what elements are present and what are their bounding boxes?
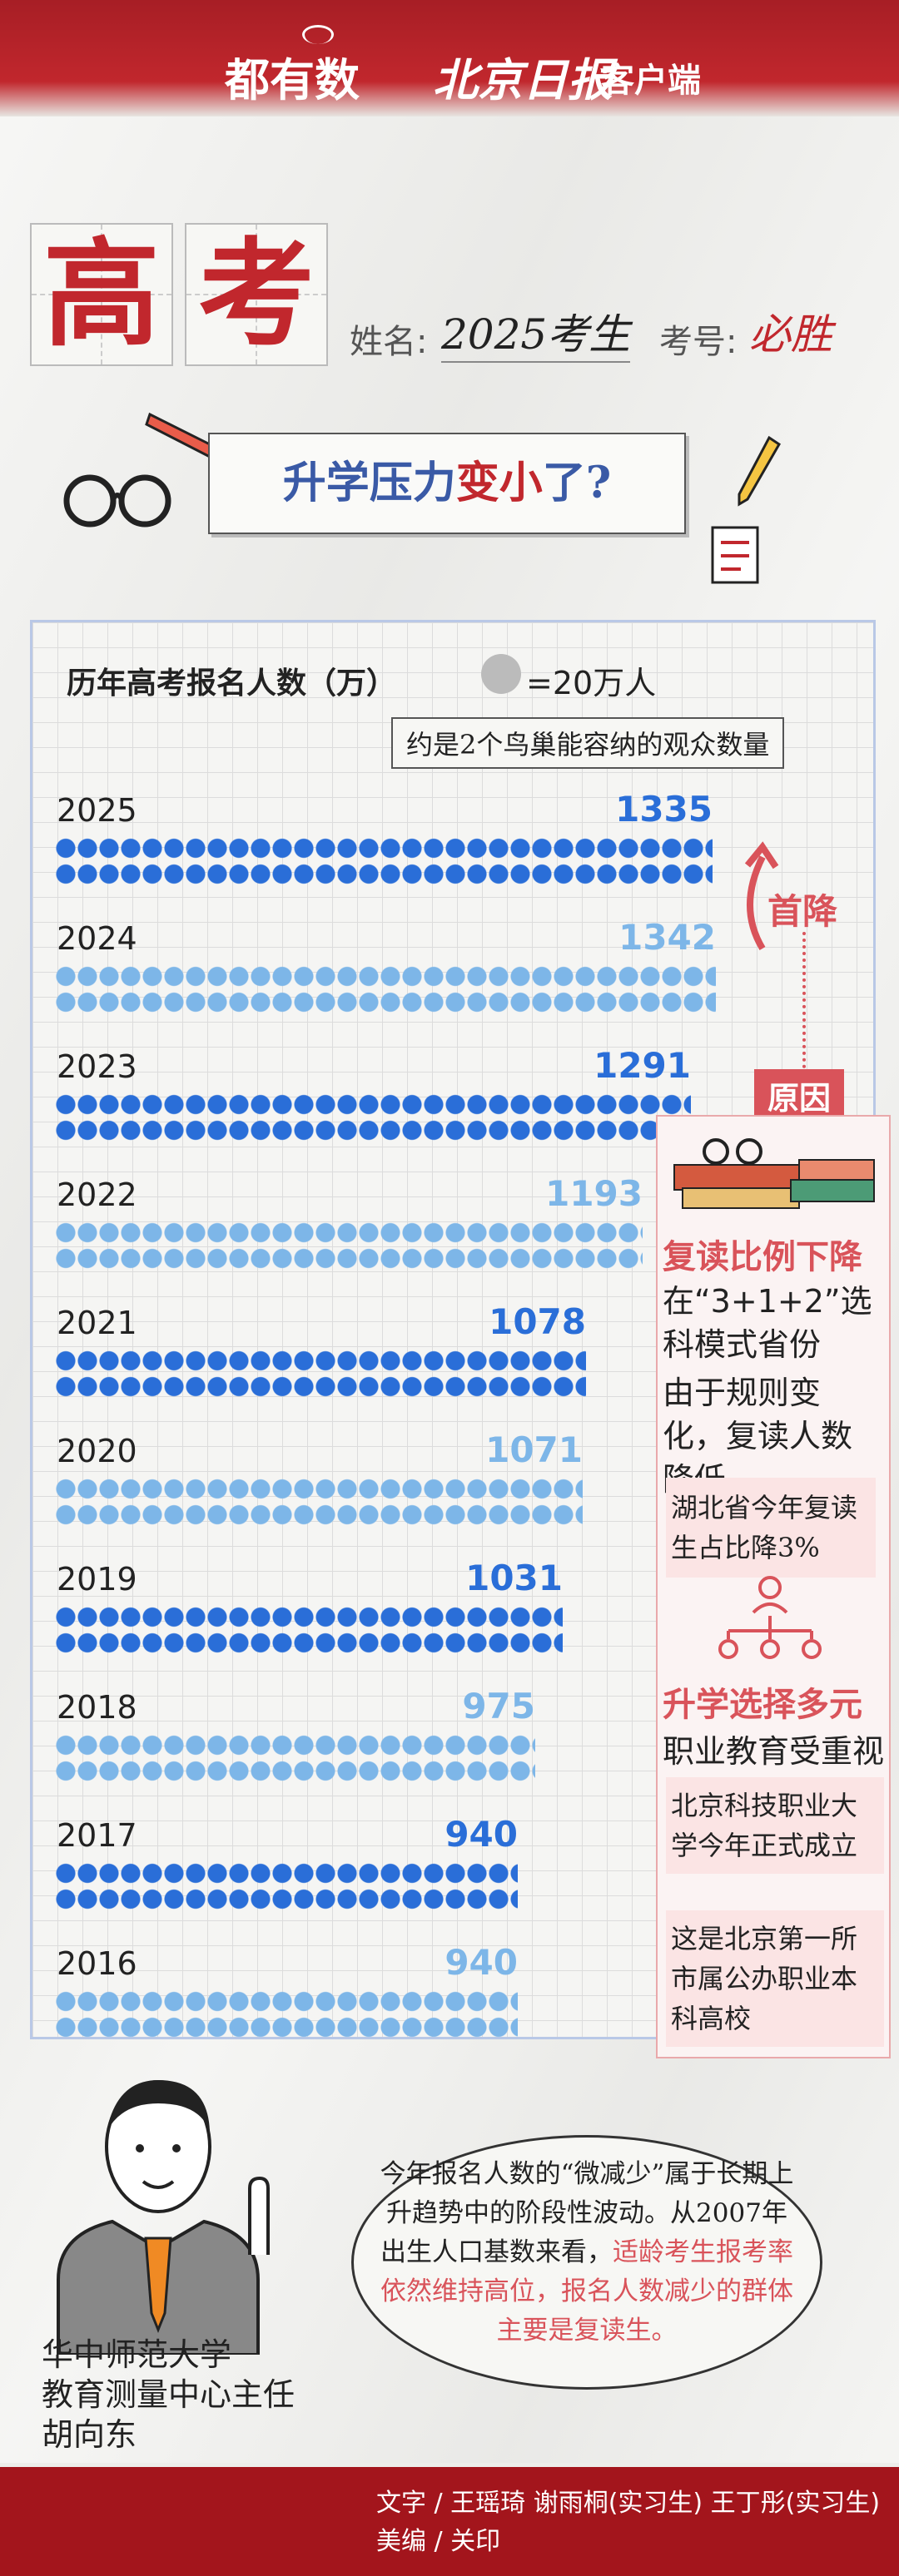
value-bar bbox=[55, 964, 716, 1015]
headline-banner: 升学压力变小了? bbox=[208, 433, 686, 534]
books-icon bbox=[673, 1138, 875, 1209]
reason-tag: 原因 bbox=[754, 1069, 845, 1122]
side-note-1: 湖北省今年复读生占比降3% bbox=[666, 1478, 876, 1578]
value-label: 1291 bbox=[594, 1045, 691, 1086]
pencil-icon-2 bbox=[738, 435, 782, 507]
side-heading-2: 升学选择多元 bbox=[663, 1686, 862, 1724]
side-heading-1: 复读比例下降 bbox=[663, 1238, 862, 1276]
value-bar bbox=[55, 835, 713, 887]
trend-label: 首降 bbox=[767, 891, 838, 932]
title-char-gao: 高 bbox=[42, 226, 160, 363]
year-label: 2022 bbox=[57, 1177, 137, 1213]
glasses-icon bbox=[63, 474, 171, 528]
expert-org: 华中师范大学 bbox=[42, 2336, 232, 2373]
year-label: 2021 bbox=[57, 1305, 137, 1341]
value-label: 1071 bbox=[485, 1429, 583, 1470]
value-label: 1031 bbox=[465, 1558, 563, 1598]
side-text-1: 在“3+1+2”选科模式省份 bbox=[663, 1283, 872, 1363]
value-bar bbox=[55, 1092, 691, 1143]
value-bar bbox=[55, 1476, 583, 1528]
name-value: 2025考生 bbox=[441, 301, 631, 363]
credits-footer: 文字 / 王瑶琦 谢雨桐(实习生) 王丁彤(实习生) 美编 / 关印 bbox=[0, 2467, 899, 2576]
year-label: 2020 bbox=[57, 1433, 137, 1469]
clipboard-icon bbox=[711, 526, 759, 584]
year-label: 2016 bbox=[57, 1945, 137, 1982]
value-label: 1078 bbox=[489, 1301, 586, 1342]
expert-name: 胡向东 bbox=[42, 2416, 137, 2453]
id-value: 必胜 bbox=[749, 310, 832, 359]
header-band: 都有数 北京日报 客户端 bbox=[0, 0, 899, 116]
credits-text: 文字 / 王瑶琦 谢雨桐(实习生) 王丁彤(实习生) bbox=[376, 2489, 881, 2518]
legend-value: =20万人 bbox=[526, 665, 657, 701]
year-label: 2019 bbox=[57, 1561, 137, 1598]
value-bar bbox=[55, 1604, 563, 1656]
expert-role: 教育测量中心主任 bbox=[42, 2376, 296, 2413]
expert-avatar bbox=[57, 2080, 270, 2355]
side-note-2: 北京科技职业大学今年正式成立 bbox=[666, 1777, 884, 1874]
headline-text: 升学压力变小了? bbox=[282, 458, 612, 508]
chart-note: 约是2个鸟巢能容纳的观众数量 bbox=[391, 717, 785, 769]
value-label: 1193 bbox=[545, 1173, 643, 1214]
value-label: 1335 bbox=[615, 789, 713, 830]
value-label: 1342 bbox=[618, 917, 716, 958]
value-bar bbox=[55, 1220, 643, 1271]
speaker-icon bbox=[302, 25, 334, 44]
side-text-3: 职业教育受重视 bbox=[663, 1733, 885, 1770]
side-note-3: 这是北京第一所市属公办职业本科高校 bbox=[666, 1910, 884, 2047]
value-bar bbox=[55, 1989, 518, 2040]
value-label: 975 bbox=[462, 1686, 535, 1726]
year-label: 2023 bbox=[57, 1048, 137, 1085]
year-label: 2025 bbox=[57, 792, 137, 829]
year-label: 2017 bbox=[57, 1817, 137, 1854]
value-label: 940 bbox=[445, 1942, 518, 1983]
connector-line bbox=[802, 932, 806, 1082]
chart-title: 历年高考报名人数（万） bbox=[67, 666, 397, 701]
expert-quote: 今年报名人数的“微减少”属于长期上升趋势中的阶段性波动。从2007年出生人口基数… bbox=[379, 2155, 795, 2351]
title-box-1: 高 bbox=[30, 223, 173, 366]
brand-logo-dys: 都有数 bbox=[225, 53, 360, 107]
value-bar bbox=[55, 1348, 586, 1399]
credits-design: 美编 / 关印 bbox=[376, 2527, 501, 2556]
value-bar bbox=[55, 1732, 535, 1784]
brand-logo-bjrb: 北京日报 bbox=[433, 53, 613, 107]
id-label: 考号: bbox=[659, 323, 738, 361]
brand-suffix: 客户端 bbox=[601, 62, 701, 100]
year-label: 2018 bbox=[57, 1689, 137, 1726]
quote-part-b: 适龄考生报考率依然维持高位，报名人数减少的群体主要是复读生。 bbox=[380, 2237, 793, 2346]
org-chart-icon bbox=[718, 1576, 822, 1659]
reason-panel bbox=[656, 1115, 891, 2058]
value-label: 940 bbox=[445, 1814, 518, 1855]
smiley-legend-icon bbox=[481, 654, 521, 694]
title-char-kao: 考 bbox=[197, 226, 315, 363]
value-bar bbox=[55, 1860, 518, 1912]
quote-part-a: 今年报名人数的“微减少”属于长期上升趋势中的阶段性波动。从2007年出生人口基数… bbox=[380, 2159, 794, 2267]
arrow-up-icon bbox=[744, 841, 779, 951]
year-label: 2024 bbox=[57, 920, 137, 957]
title-box-2: 考 bbox=[185, 223, 328, 366]
speech-bubble bbox=[351, 2135, 822, 2390]
name-label: 姓名: bbox=[350, 323, 428, 361]
